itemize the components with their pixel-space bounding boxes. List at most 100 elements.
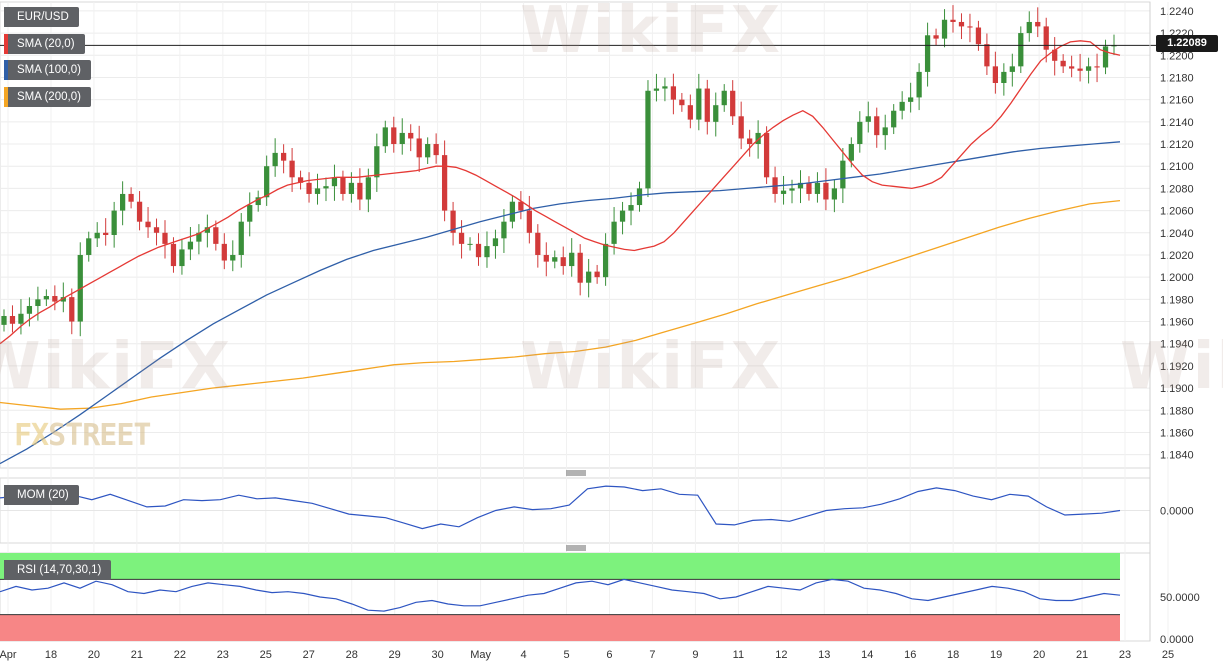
candle-body (1035, 21, 1041, 27)
candle-body (382, 127, 388, 147)
legend-swatch (4, 60, 8, 80)
candle-body (789, 188, 795, 191)
candle (577, 244, 583, 296)
candle (857, 111, 863, 153)
candle (94, 222, 100, 247)
candle (213, 220, 219, 251)
y-tick-label: 1.1840 (1160, 450, 1194, 462)
x-tick-label: 14 (861, 649, 873, 661)
legend-swatch (4, 34, 8, 54)
candle (492, 229, 499, 259)
candle (119, 181, 126, 226)
candle-body (306, 182, 312, 194)
watermark: WikiFX (520, 330, 783, 404)
candle-body (43, 296, 49, 300)
y-tick-label: 1.2140 (1160, 117, 1194, 129)
candle-body (933, 35, 939, 39)
candle (247, 192, 253, 237)
candle (170, 237, 177, 273)
legend-swatch (4, 485, 8, 505)
candle (306, 172, 312, 203)
candle-body (196, 232, 202, 242)
candle-body (1, 315, 7, 325)
candle-body (238, 221, 244, 255)
candle (814, 172, 821, 203)
candle (86, 231, 92, 262)
candle-body (552, 257, 558, 262)
candle (374, 133, 380, 192)
candle (586, 258, 592, 298)
y-tick-label: 1.1860 (1160, 427, 1194, 439)
legend-mom[interactable]: MOM (20) (4, 485, 79, 505)
candle (636, 181, 643, 212)
candle-body (416, 138, 422, 158)
candle (1001, 63, 1007, 96)
candle (831, 179, 838, 213)
legend-sma20[interactable]: SMA (20,0) (4, 34, 85, 54)
candle-body (52, 296, 58, 302)
candle-body (916, 71, 922, 98)
candle (1060, 54, 1066, 74)
candle (450, 201, 456, 246)
x-tick-label: 11 (733, 649, 744, 661)
x-tick-label: 18 (947, 649, 959, 661)
candle-body (128, 193, 134, 202)
rsi-overbought-zone (0, 553, 1120, 580)
candle-body (594, 271, 600, 278)
candle (128, 187, 134, 209)
candle (560, 246, 566, 275)
candle-body (357, 182, 363, 200)
candle-body (560, 257, 566, 267)
x-tick-label: 4 (520, 649, 526, 661)
legend-symbol[interactable]: EUR/USD (4, 7, 79, 27)
rsi-tick-label: 50.0000 (1160, 592, 1200, 604)
x-tick-label: 6 (606, 649, 612, 661)
candle (747, 129, 753, 157)
x-tick-label: 20 (1033, 649, 1045, 661)
candle-body (687, 105, 693, 120)
candle (797, 170, 804, 204)
candle (416, 125, 422, 172)
candle-body (924, 35, 931, 72)
candle (399, 118, 405, 155)
legend-sma100[interactable]: SMA (100,0) (4, 60, 91, 80)
y-tick-label: 1.1960 (1160, 317, 1194, 329)
rsi-oversold-zone (0, 614, 1120, 641)
candle-body (704, 88, 710, 122)
y-tick-label: 1.2060 (1160, 206, 1194, 218)
candle-body (611, 221, 617, 244)
candle (543, 242, 549, 277)
candle (569, 238, 575, 277)
candle-body (814, 182, 821, 194)
candle (1069, 55, 1075, 78)
candle-body (153, 227, 160, 233)
x-tick-label: 21 (1076, 649, 1088, 661)
candle (433, 133, 439, 164)
candle (840, 148, 846, 204)
candle (238, 213, 244, 268)
candle-body (314, 188, 321, 194)
legend-rsi[interactable]: RSI (14,70,30,1) (4, 560, 112, 580)
x-tick-label: 23 (217, 649, 229, 661)
candle-body (9, 315, 16, 324)
candle (670, 73, 677, 115)
candle (518, 191, 524, 220)
candle-body (713, 105, 719, 122)
candle-body (891, 110, 897, 128)
candle (967, 13, 973, 43)
candle (958, 13, 965, 40)
legend-sma200[interactable]: SMA (200,0) (4, 87, 91, 107)
candle-body (882, 127, 888, 136)
candle-body (136, 201, 143, 222)
candle (196, 224, 202, 255)
logo-street: STREET (48, 418, 151, 453)
candle-body (348, 182, 355, 194)
candle-body (738, 116, 744, 139)
candle-body (1052, 49, 1058, 61)
candle-body (69, 297, 75, 322)
candle-body (323, 186, 329, 189)
legend-label: SMA (20,0) (17, 38, 75, 50)
panel-resize-handle (566, 545, 586, 551)
candle (941, 9, 948, 48)
